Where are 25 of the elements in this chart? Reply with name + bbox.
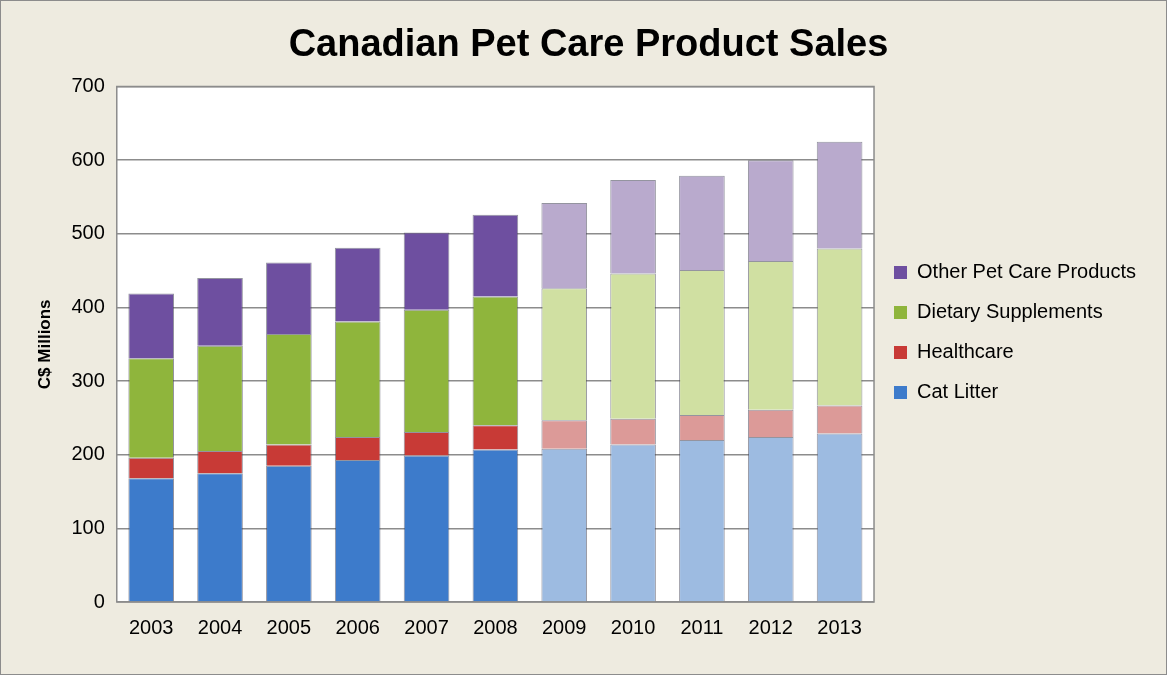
legend-label: Dietary Supplements [917,300,1103,323]
x-tick-label: 2006 [335,615,380,638]
x-tick-label: 2005 [266,615,312,638]
legend-label: Healthcare [917,340,1014,363]
x-tick-label: 2008 [473,615,518,638]
x-tick-label: 2004 [197,615,243,638]
y-tick-label: 700 [71,74,105,97]
chart-title: Canadian Pet Care Product Sales [288,22,889,65]
y-tick-label: 300 [71,368,105,391]
x-tick-label: 2011 [680,615,724,638]
x-tick-label: 2012 [748,615,793,638]
x-tick-label: 2003 [128,615,174,638]
y-tick-label: 100 [71,515,105,538]
legend-label: Other Pet Care Products [917,260,1136,283]
legend-label: Cat Litter [917,380,999,403]
x-tick-label: 2007 [404,615,449,638]
y-tick-label: 500 [71,221,105,244]
y-tick-label: 400 [71,295,105,317]
x-tick-label: 2009 [541,615,587,638]
x-tick-label: 2010 [610,615,656,638]
y-axis-title: C$ Millions [34,299,54,390]
y-tick-label: 200 [71,442,105,465]
x-tick-label: 2013 [817,615,862,638]
y-tick-label: 600 [71,147,105,170]
y-tick-label: 0 [93,589,105,612]
